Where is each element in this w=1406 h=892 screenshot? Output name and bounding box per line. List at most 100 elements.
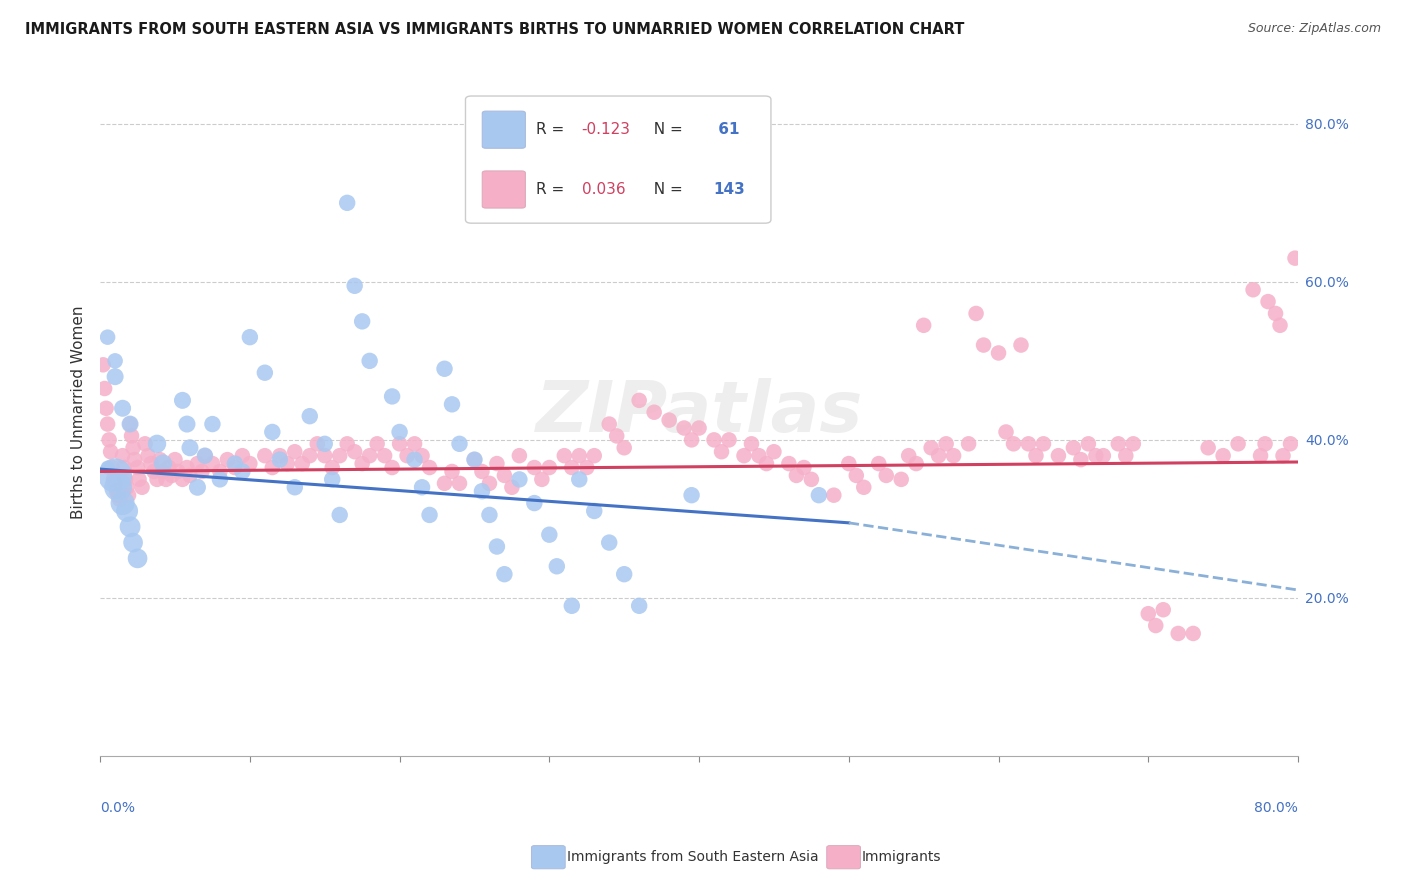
Point <box>111 449 134 463</box>
Point <box>1257 294 1279 309</box>
Point <box>681 488 703 502</box>
Point <box>823 488 845 502</box>
Point <box>1070 452 1092 467</box>
Point <box>973 338 995 352</box>
Point <box>107 480 129 494</box>
Point <box>807 488 830 502</box>
Text: Immigrants: Immigrants <box>862 850 942 864</box>
Point <box>740 437 762 451</box>
Point <box>1017 437 1039 451</box>
Point <box>172 472 194 486</box>
Point <box>97 417 120 431</box>
Point <box>122 535 145 549</box>
Point <box>1137 607 1160 621</box>
Point <box>253 366 276 380</box>
Point <box>561 460 583 475</box>
Point <box>329 449 352 463</box>
Point <box>987 346 1010 360</box>
Point <box>134 437 156 451</box>
Point <box>748 449 770 463</box>
Point <box>478 476 501 491</box>
Point <box>104 476 127 491</box>
Text: 0.0%: 0.0% <box>100 801 135 814</box>
Point <box>411 480 433 494</box>
Point <box>1182 626 1205 640</box>
Point <box>208 465 231 479</box>
Point <box>433 361 456 376</box>
Point <box>217 452 239 467</box>
Point <box>167 465 190 479</box>
Point <box>388 437 411 451</box>
Point <box>628 393 651 408</box>
Point <box>179 468 201 483</box>
Point <box>98 433 121 447</box>
Text: Source: ZipAtlas.com: Source: ZipAtlas.com <box>1247 22 1381 36</box>
Point <box>115 504 138 518</box>
Point <box>703 433 725 447</box>
Point <box>201 457 224 471</box>
Point <box>1212 449 1234 463</box>
Point <box>733 449 755 463</box>
Point <box>111 401 134 416</box>
Point <box>352 314 374 328</box>
Point <box>1047 449 1070 463</box>
Point <box>149 452 172 467</box>
Point <box>114 472 136 486</box>
Point <box>1250 449 1272 463</box>
Point <box>1002 437 1025 451</box>
Point <box>224 460 246 475</box>
Text: 143: 143 <box>713 182 745 197</box>
Point <box>321 460 343 475</box>
Point <box>388 425 411 439</box>
Text: IMMIGRANTS FROM SOUTH EASTERN ASIA VS IMMIGRANTS BIRTHS TO UNMARRIED WOMEN CORRE: IMMIGRANTS FROM SOUTH EASTERN ASIA VS IM… <box>25 22 965 37</box>
Point <box>449 437 471 451</box>
Point <box>112 460 135 475</box>
Point <box>838 457 860 471</box>
Point <box>374 449 396 463</box>
Text: R =: R = <box>536 122 569 137</box>
Point <box>523 496 546 510</box>
Point <box>681 433 703 447</box>
Point <box>1241 283 1264 297</box>
Point <box>314 437 336 451</box>
Point <box>449 476 471 491</box>
Point <box>561 599 583 613</box>
Point <box>329 508 352 522</box>
Point <box>890 472 912 486</box>
Point <box>598 535 620 549</box>
Point <box>755 457 778 471</box>
Point <box>404 437 426 451</box>
Point <box>101 460 124 475</box>
Text: 0.036: 0.036 <box>582 182 626 197</box>
Point <box>1144 618 1167 632</box>
Point <box>778 457 800 471</box>
Point <box>104 354 127 368</box>
Point <box>93 382 115 396</box>
Point <box>942 449 965 463</box>
Point <box>120 520 142 534</box>
Point <box>875 468 897 483</box>
Point <box>186 480 208 494</box>
Point <box>673 421 696 435</box>
Text: -0.123: -0.123 <box>582 122 631 137</box>
Point <box>336 195 359 210</box>
Point <box>152 465 174 479</box>
Point <box>262 425 284 439</box>
Point <box>419 508 441 522</box>
Point <box>1092 449 1115 463</box>
Point <box>208 472 231 486</box>
Point <box>121 429 143 443</box>
Point <box>343 278 366 293</box>
Point <box>284 444 307 458</box>
Point <box>100 444 122 458</box>
Text: R =: R = <box>536 182 569 197</box>
Point <box>97 330 120 344</box>
Point <box>718 433 741 447</box>
Point <box>94 401 117 416</box>
Point <box>131 480 153 494</box>
Point <box>172 393 194 408</box>
Point <box>1167 626 1189 640</box>
Point <box>139 457 162 471</box>
Point <box>852 480 875 494</box>
Point <box>957 437 980 451</box>
